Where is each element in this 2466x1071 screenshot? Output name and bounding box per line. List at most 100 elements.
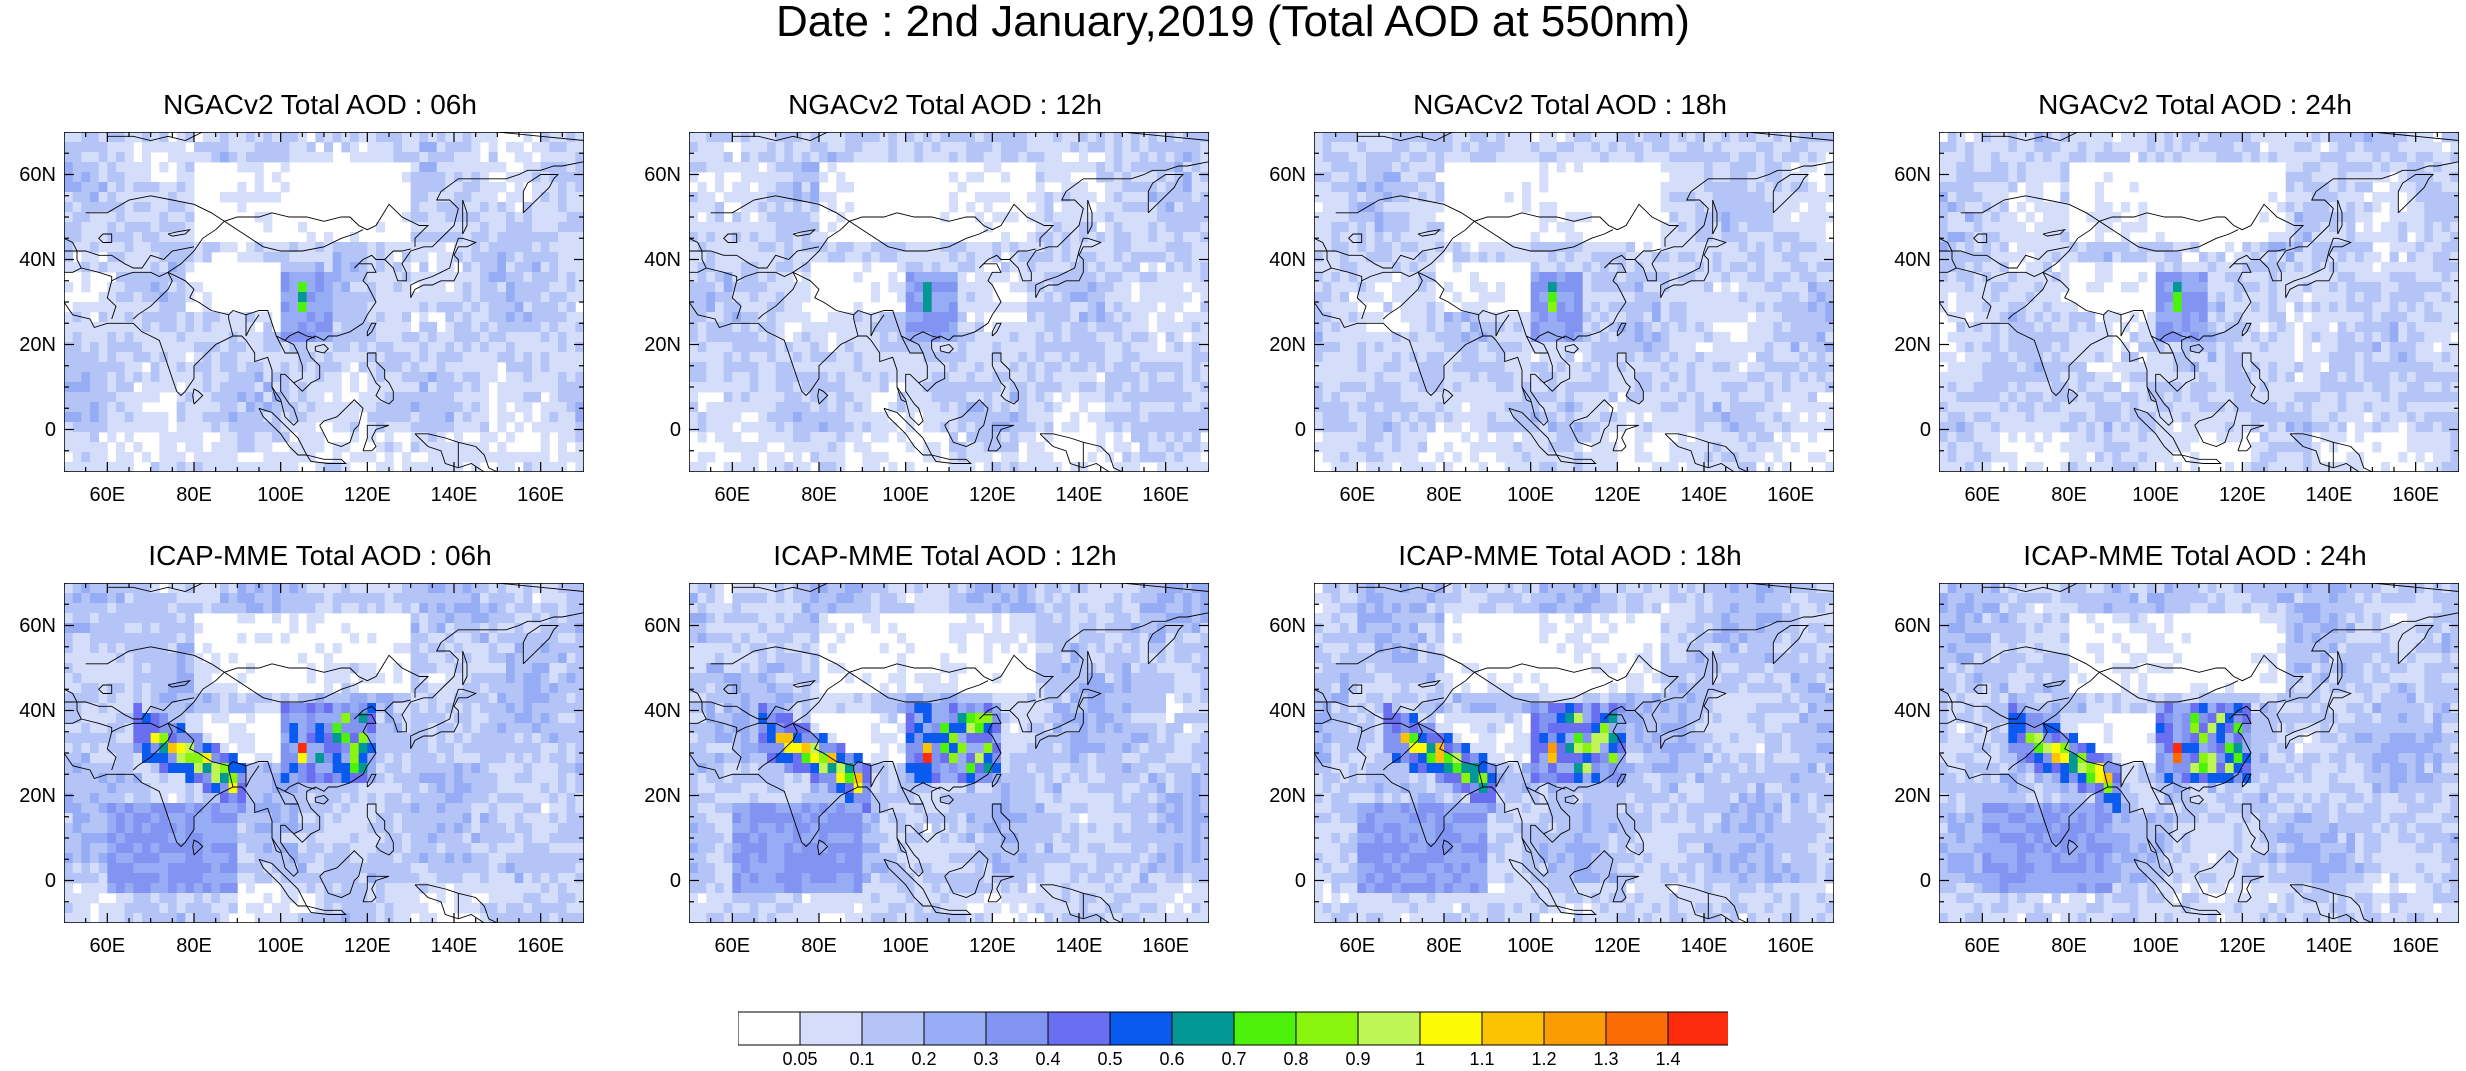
colorbar-label: 0.9 xyxy=(1345,1049,1370,1069)
panel-title: ICAP-MME Total AOD : 18h xyxy=(1398,540,1742,571)
colorbar-swatch xyxy=(1667,1011,1728,1046)
lon-tick-label: 160E xyxy=(2392,935,2440,957)
lon-tick-label: 60E xyxy=(714,935,751,957)
colorbar-swatch xyxy=(738,1011,801,1046)
lat-tick-label: 40N xyxy=(644,248,681,271)
lat-tick-label: 40N xyxy=(1269,699,1306,722)
lat-tick-label: 0 xyxy=(669,418,681,441)
axis-ticks xyxy=(1314,583,1834,923)
colorbar-swatch xyxy=(1047,1011,1111,1046)
colorbar-label: 1.3 xyxy=(1593,1049,1618,1069)
aod-map xyxy=(64,583,584,923)
lon-tick-label: 60E xyxy=(89,484,126,506)
lon-tick-label: 80E xyxy=(1426,484,1462,506)
lat-tick-label: 60N xyxy=(19,163,56,186)
lat-tick-label: 20N xyxy=(1269,784,1306,807)
lat-tick-label: 20N xyxy=(1269,333,1306,356)
map-panel: NGACv2 Total AOD : 18h 60E 80E 100E 120E 140E… xyxy=(1269,89,1834,520)
lat-tick-label: 40N xyxy=(19,699,56,722)
colorbar-label: 1 xyxy=(1415,1049,1425,1069)
lat-tick-label: 40N xyxy=(1894,248,1931,271)
lat-tick-label: 20N xyxy=(19,333,56,356)
coastlines xyxy=(1939,583,2459,923)
axis-ticks xyxy=(1939,583,2459,923)
lon-tick-label: 120E xyxy=(1593,484,1641,506)
lon-tick-label: 140E xyxy=(1680,484,1728,506)
lat-tick-label: 60N xyxy=(1269,163,1306,186)
lon-tick-label: 100E xyxy=(1507,484,1555,506)
map-panel: ICAP-MME Total AOD : 18h 60E 80E 100E 120E 14… xyxy=(1269,540,1834,971)
axis-ticks xyxy=(689,132,1209,472)
coastlines xyxy=(1314,583,1834,923)
aod-map xyxy=(1939,132,2459,472)
colorbar-swatch xyxy=(1481,1011,1545,1046)
lon-tick-label: 120E xyxy=(343,484,391,506)
colorbar-label: 0.3 xyxy=(973,1049,998,1069)
coastlines xyxy=(689,132,1209,472)
aod-map xyxy=(689,583,1209,923)
lat-tick-label: 60N xyxy=(1894,163,1931,186)
colorbar-swatch xyxy=(1357,1011,1421,1046)
map-panel: ICAP-MME Total AOD : 24h 60E 80E 100E 120E 14… xyxy=(1894,541,2459,971)
aod-field xyxy=(1939,132,2459,472)
lon-tick-label: 120E xyxy=(2218,935,2266,957)
lon-tick-label: 100E xyxy=(882,935,930,957)
lat-tick-label: 60N xyxy=(644,614,681,637)
lon-tick-label: 120E xyxy=(968,935,1016,957)
lat-tick-label: 0 xyxy=(1294,869,1306,892)
map-panel: ICAP-MME Total AOD : 06h 60E 80E 100E 120E 14… xyxy=(19,540,584,971)
colorbar-swatch xyxy=(1109,1011,1173,1046)
colorbar-label: 0.8 xyxy=(1283,1049,1308,1069)
colorbar-swatch xyxy=(1605,1011,1669,1046)
aod-map xyxy=(64,132,584,472)
colorbar-label: 0.5 xyxy=(1097,1049,1122,1069)
lon-tick-label: 100E xyxy=(257,484,305,506)
lat-tick-label: 0 xyxy=(44,869,56,892)
lon-tick-label: 140E xyxy=(1055,935,1103,957)
colorbar-swatch xyxy=(1233,1011,1297,1046)
aod-colorbar: 0.05 0.1 0.2 0.3 0.4 0.5 0.6 0.7 0.8 0.9 1 1.1 1.2 1.… xyxy=(738,1011,1728,1069)
coastlines xyxy=(64,583,584,923)
lon-tick-label: 140E xyxy=(2305,935,2353,957)
map-panel: NGACv2 Total AOD : 06h 60E 80E 100E 120E 140E… xyxy=(19,90,584,520)
axis-ticks xyxy=(1314,132,1834,472)
axis-ticks xyxy=(64,583,584,923)
lat-tick-label: 0 xyxy=(1294,418,1306,441)
colorbar-label: 0.05 xyxy=(782,1049,817,1069)
lat-tick-label: 60N xyxy=(1269,614,1306,637)
aod-map xyxy=(1939,583,2459,923)
panel-title: NGACv2 Total AOD : 12h xyxy=(788,89,1102,120)
colorbar-swatch xyxy=(1171,1011,1235,1046)
lon-tick-label: 120E xyxy=(343,935,391,957)
lon-tick-label: 140E xyxy=(2305,484,2353,506)
lat-tick-label: 20N xyxy=(644,333,681,356)
lon-tick-label: 80E xyxy=(2051,935,2087,957)
lat-tick-label: 40N xyxy=(19,248,56,271)
lat-tick-label: 20N xyxy=(19,784,56,807)
lon-tick-label: 100E xyxy=(2132,935,2180,957)
panel-title: NGACv2 Total AOD : 24h xyxy=(2038,89,2352,120)
coastlines xyxy=(64,132,584,472)
lat-tick-label: 0 xyxy=(1919,418,1931,441)
lon-tick-label: 160E xyxy=(1142,484,1190,506)
colorbar-swatch xyxy=(1543,1011,1607,1046)
panel-title: ICAP-MME Total AOD : 12h xyxy=(773,540,1117,571)
coastlines xyxy=(1939,132,2459,472)
panel-title: NGACv2 Total AOD : 18h xyxy=(1413,89,1727,120)
lon-tick-label: 160E xyxy=(1767,484,1815,506)
figure-title: Date : 2nd January,2019 (Total AOD at 55… xyxy=(776,0,1690,46)
lon-tick-label: 160E xyxy=(1142,935,1190,957)
lon-tick-label: 120E xyxy=(968,484,1016,506)
lat-tick-label: 60N xyxy=(1894,614,1931,637)
lon-tick-label: 160E xyxy=(1767,935,1815,957)
aod-map xyxy=(1314,132,1834,472)
lon-tick-label: 60E xyxy=(1964,484,2001,506)
lat-tick-label: 20N xyxy=(644,784,681,807)
lat-tick-label: 40N xyxy=(1269,248,1306,271)
colorbar-swatch xyxy=(861,1011,925,1046)
lon-tick-label: 120E xyxy=(1593,935,1641,957)
panel-title: ICAP-MME Total AOD : 06h xyxy=(148,540,492,571)
coastlines xyxy=(689,583,1209,923)
colorbar-label: 1.4 xyxy=(1655,1049,1680,1069)
lat-tick-label: 0 xyxy=(1919,869,1931,892)
